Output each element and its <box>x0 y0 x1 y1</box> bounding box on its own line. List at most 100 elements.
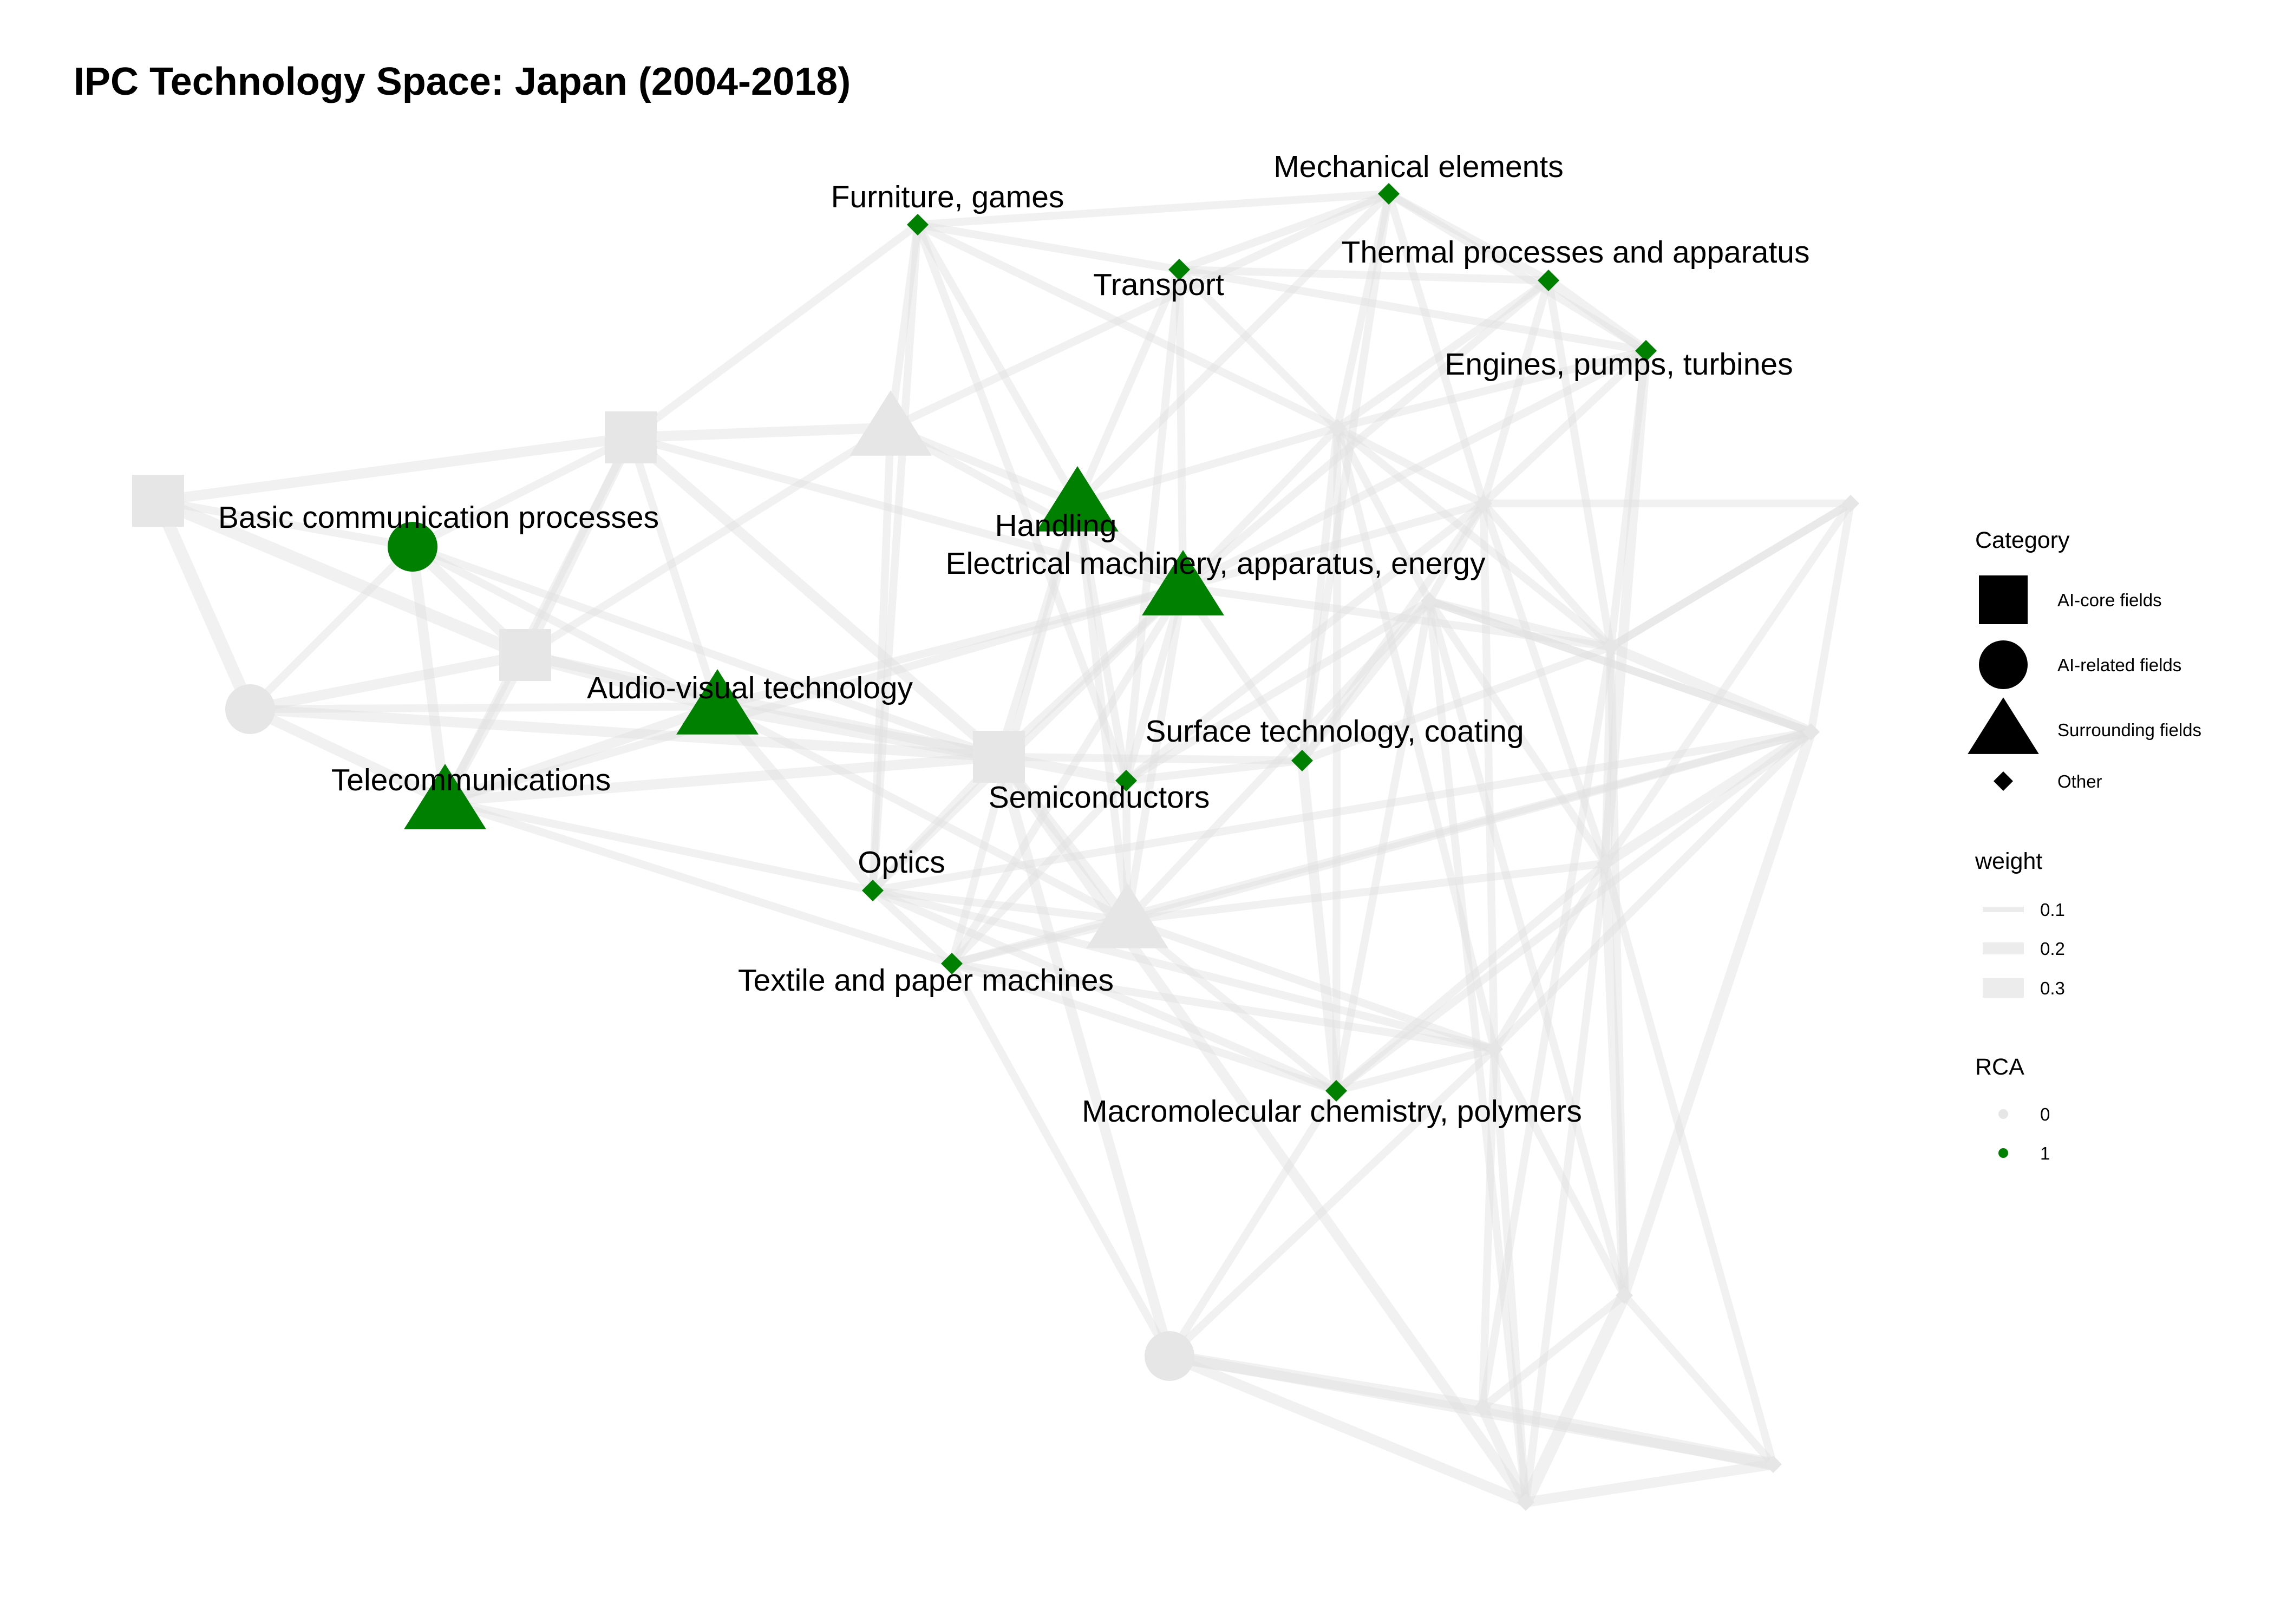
graph-edge <box>1521 859 1610 1507</box>
graph-edge <box>245 704 450 807</box>
node-label: Textile and paper machines <box>738 963 1114 998</box>
graph-edge <box>408 433 635 551</box>
graph-edge <box>913 220 1082 508</box>
graph-edge <box>626 220 922 442</box>
graph-edge <box>1332 423 1342 1095</box>
graph-edge <box>1425 597 1815 736</box>
graph-edge <box>1179 583 1615 651</box>
graph-edge <box>1479 499 1610 868</box>
graph-edge <box>246 542 417 713</box>
label-layer: Basic communication processes HandlingEle… <box>218 149 1810 1129</box>
graph-edge <box>441 797 956 968</box>
graph-edge <box>626 433 1187 592</box>
node-label: Surface technology, coating <box>1145 714 1524 749</box>
graph-edge <box>520 650 1004 762</box>
graph-edge <box>1298 189 1393 765</box>
graph-edge <box>868 583 1187 895</box>
graph-edge <box>913 220 1131 785</box>
graph-edge <box>913 220 1342 432</box>
graph-edge <box>1123 583 1187 925</box>
graph-node-diamond <box>1475 495 1492 512</box>
graph-edge <box>441 797 877 895</box>
graph-edge <box>1332 1045 1499 1095</box>
graph-edge <box>152 494 257 716</box>
graph-edge <box>1298 499 1488 765</box>
graph-edge <box>1606 499 1855 651</box>
graph-edge <box>948 583 1187 968</box>
legend-category-label: Surrounding fields <box>2057 720 2201 740</box>
graph-node-diamond <box>1378 183 1400 205</box>
graph-edge <box>1384 189 1488 508</box>
graph-edge <box>1179 583 1306 765</box>
graph-edge <box>1298 423 1342 765</box>
graph-edge <box>1123 916 1341 1095</box>
graph-edge <box>153 432 636 506</box>
graph-edge <box>1175 265 1553 285</box>
legend-key-triangle <box>1968 697 2039 754</box>
graph-node-square <box>132 475 184 527</box>
graph-edge <box>407 541 450 807</box>
graph-edge <box>1073 423 1342 508</box>
legend-rca-title: RCA <box>1975 1054 2024 1080</box>
graph-node-diamond <box>1115 770 1137 791</box>
graph-edge <box>1384 189 1553 285</box>
graph-edge <box>1333 423 1488 508</box>
node-label: Mechanical elements <box>1273 149 1563 184</box>
graph-edge <box>1479 499 1615 651</box>
graph-edge <box>521 423 895 659</box>
graph-edge <box>1478 1045 1499 1412</box>
node-label: Audio-visual technology <box>587 671 913 705</box>
graph-node-diamond <box>941 953 963 974</box>
node-label: Semiconductors <box>989 780 1210 815</box>
graph-node-diamond <box>1486 1040 1503 1058</box>
graph-edge <box>1175 265 1342 432</box>
legend-weight-title: weight <box>1975 848 2042 874</box>
graph-edge <box>1298 597 1434 765</box>
graph-node-circle <box>225 684 275 734</box>
graph-edge <box>1479 346 1650 508</box>
graph-edge <box>246 702 722 713</box>
graph-edge <box>948 959 1499 1053</box>
graph-edge <box>868 220 922 895</box>
graph-edge <box>1165 1086 1341 1360</box>
graph-edge <box>440 751 1004 807</box>
graph-edge <box>1477 1402 1531 1508</box>
graph-edge <box>1476 1401 1780 1471</box>
graph-edge <box>1332 597 1434 1095</box>
legend-rca-key <box>1998 1109 2008 1119</box>
node-label: Furniture, games <box>831 180 1064 214</box>
graph-edge <box>1333 276 1553 432</box>
graph-edge <box>1297 755 1342 1096</box>
graph-edge <box>1164 1351 1779 1470</box>
graph-edge <box>1073 189 1393 508</box>
graph-edge <box>626 433 722 711</box>
graph-edge <box>1490 728 1815 1053</box>
legend-key-diamond <box>1994 771 2013 791</box>
graph-edge <box>1163 1350 1489 1414</box>
graph-node-diamond <box>1421 592 1438 610</box>
graph-edge <box>1425 597 1615 651</box>
graph-edge <box>1478 1291 1629 1412</box>
graph-edge <box>1425 597 1629 1300</box>
graph-node-diamond <box>1517 1494 1534 1511</box>
graph-edge <box>1479 499 1499 1053</box>
graph-edge <box>1490 1045 1629 1300</box>
legend-category-label: AI-core fields <box>2057 590 2162 610</box>
graph-edge <box>1073 499 1132 925</box>
graph-node-triangle <box>676 669 759 735</box>
graph-edge <box>1425 597 1530 1507</box>
graph-edge <box>1073 265 1184 508</box>
graph-edge <box>868 886 956 968</box>
graph-node-diamond <box>1168 259 1190 280</box>
graph-edge <box>948 959 1174 1360</box>
graph-edge <box>913 220 1184 274</box>
graph-edge <box>1123 597 1434 925</box>
graph-edge <box>441 433 635 806</box>
graph-edge <box>1123 916 1499 1053</box>
node-label: Basic communication processes <box>218 500 659 535</box>
graph-edge <box>245 704 1004 762</box>
graph-edge <box>948 728 1815 968</box>
graph-edge <box>1600 345 1651 869</box>
graph-node-diamond <box>1291 750 1313 771</box>
graph-edge <box>625 432 1004 762</box>
